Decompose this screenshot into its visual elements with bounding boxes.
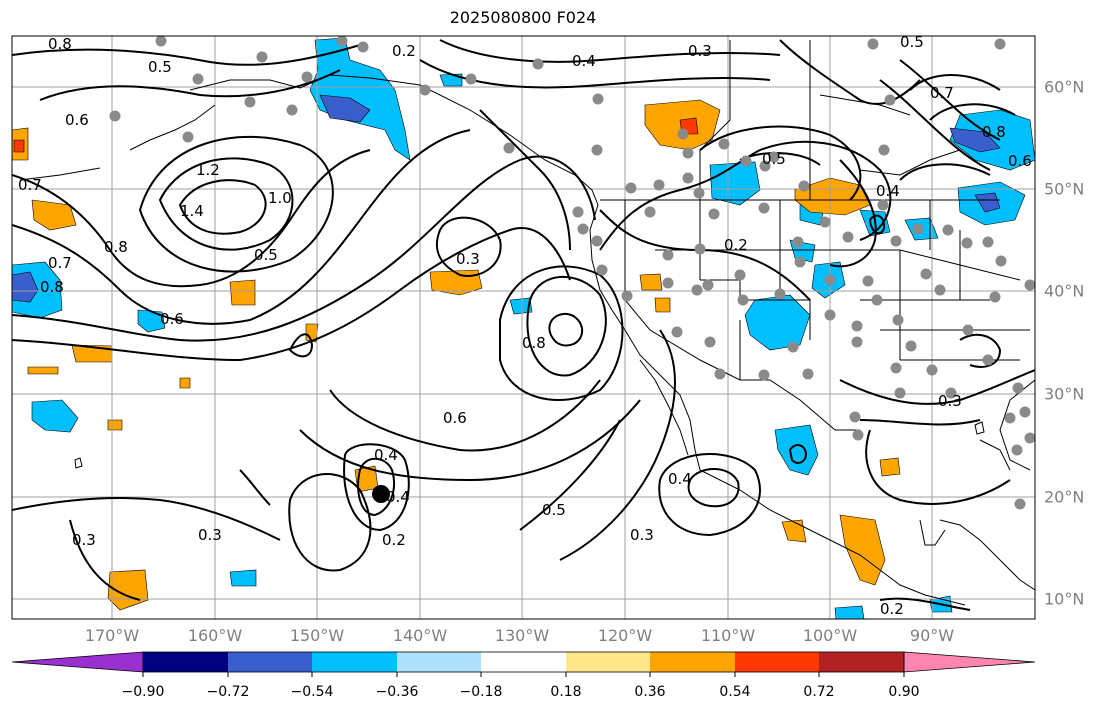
- longitude-label: 120°W: [597, 626, 653, 645]
- contour-label: 0.7: [48, 254, 72, 272]
- station-dots: [109, 36, 1035, 510]
- contour-label: 0.5: [762, 150, 786, 168]
- colorbar-segment: [481, 652, 566, 672]
- latitude-label: 20°N: [1044, 487, 1085, 507]
- longitude-label: 130°W: [494, 626, 550, 645]
- latitude-label: 50°N: [1044, 179, 1085, 199]
- contour-label-group: 0.8 0.5 0.6 0.2 0.4 0.3 0.7 1.2 1.4 1.0 …: [18, 33, 1032, 618]
- colorbar-segment: [397, 652, 481, 672]
- black-dot-marker: [372, 485, 390, 503]
- contour-label: 0.4: [572, 52, 596, 70]
- map-title: 2025080800 F024: [449, 8, 597, 27]
- colorbar-tick-label: 0.90: [888, 684, 920, 700]
- contour-label: 0.6: [1008, 152, 1032, 170]
- contour-label: 0.4: [374, 446, 398, 464]
- contour-label: 1.2: [196, 161, 220, 179]
- contour-label: 0.5: [900, 33, 924, 51]
- contour-label: 0.8: [522, 334, 546, 352]
- colorbar-segment: [228, 652, 312, 672]
- contour-label: 0.6: [443, 409, 467, 427]
- contour-label: 0.5: [254, 246, 278, 264]
- contour-label: 0.8: [40, 278, 64, 296]
- colorbar-segment: [312, 652, 397, 672]
- latitude-label: 10°N: [1044, 589, 1085, 609]
- colorbar-segment: [735, 652, 819, 672]
- longitude-label: 150°W: [289, 626, 345, 645]
- contour-label: 0.2: [392, 42, 416, 60]
- thin-contours: [74, 421, 1011, 471]
- gridlines: [12, 36, 1035, 619]
- longitude-label: 90°W: [909, 626, 955, 645]
- colorbar-tick-label: −0.72: [206, 684, 250, 700]
- latitude-label: 30°N: [1044, 384, 1085, 404]
- colorbar-tick-label: 0.72: [803, 684, 835, 700]
- contour-label: 0.2: [880, 600, 904, 618]
- contour-label: 0.7: [18, 176, 42, 194]
- latitude-label: 60°N: [1044, 77, 1085, 97]
- colorbar-tick-label: 0.54: [719, 684, 751, 700]
- longitude-label: 110°W: [700, 626, 756, 645]
- colorbar-segment: [143, 652, 228, 672]
- longitude-label: 100°W: [802, 626, 858, 645]
- contour-label: 1.4: [180, 202, 204, 220]
- map-layers: 0.8 0.5 0.6 0.2 0.4 0.3 0.7 1.2 1.4 1.0 …: [12, 33, 1035, 619]
- contour-label: 0.7: [930, 84, 954, 102]
- longitude-label: 140°W: [392, 626, 448, 645]
- contour-label: 0.3: [938, 392, 962, 410]
- contour-label: 0.8: [104, 238, 128, 256]
- colorbar-tick-label: −0.90: [121, 684, 165, 700]
- contour-label: 1.0: [268, 189, 292, 207]
- contour-label: 0.5: [542, 501, 566, 519]
- contour-label: 0.6: [65, 111, 89, 129]
- longitude-label: 170°W: [84, 626, 140, 645]
- contour-label: 0.3: [72, 531, 96, 549]
- colorbar-tick-label: 0.36: [634, 684, 666, 700]
- contour-label: 0.2: [382, 531, 406, 549]
- contour-label: 0.6: [160, 310, 184, 328]
- colorbar-tick-label: −0.18: [459, 684, 503, 700]
- colorbar-segment: [903, 651, 1036, 673]
- colorbar-segment: [650, 652, 735, 672]
- map-frame: [11, 35, 1036, 620]
- contour-label: 0.5: [148, 58, 172, 76]
- colorbar: [11, 651, 1036, 677]
- contour-label: 0.4: [668, 470, 692, 488]
- longitude-label: 160°W: [187, 626, 243, 645]
- contour-label: 0.3: [456, 250, 480, 268]
- colorbar-segment: [11, 651, 144, 673]
- contour-label: 0.4: [876, 182, 900, 200]
- contour-lines: [12, 39, 1035, 611]
- latitude-label: 40°N: [1044, 281, 1085, 301]
- contour-label: 0.2: [724, 236, 748, 254]
- colorbar-tick-label: −0.36: [375, 684, 419, 700]
- contour-label: 0.3: [688, 42, 712, 60]
- shaded-anomalies: [12, 37, 1035, 619]
- contour-label: 0.8: [48, 35, 72, 53]
- contour-label: 0.3: [198, 526, 222, 544]
- colorbar-tick-label: −0.54: [290, 684, 334, 700]
- contour-label: 0.4: [386, 488, 410, 506]
- colorbar-segment: [566, 652, 650, 672]
- colorbar-tick-label: 0.18: [550, 684, 582, 700]
- contour-label: 0.3: [630, 526, 654, 544]
- colorbar-segment: [819, 652, 904, 672]
- contour-label: 0.8: [982, 123, 1006, 141]
